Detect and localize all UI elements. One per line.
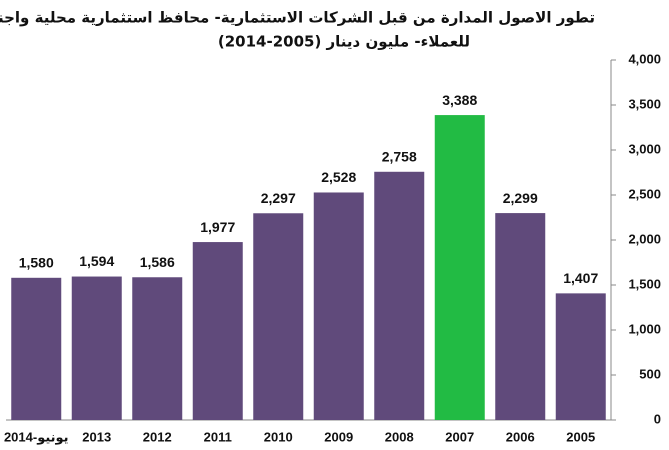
bar xyxy=(132,277,183,420)
value-label: 2,299 xyxy=(503,190,538,206)
x-tick-label: 2014-يونيو xyxy=(4,429,69,444)
bar xyxy=(192,242,243,420)
bar xyxy=(313,192,364,420)
y-tick-label: 1,000 xyxy=(628,321,661,336)
y-tick-label: 2,500 xyxy=(628,186,661,201)
chart-title: للعملاء- مليون دينار (2005-2014) xyxy=(218,33,470,51)
value-label: 1,977 xyxy=(200,219,235,235)
y-tick-label: 2,000 xyxy=(628,231,661,246)
bar xyxy=(11,277,62,420)
value-label: 1,586 xyxy=(140,254,175,270)
bar xyxy=(71,276,122,420)
x-tick-label: 2009 xyxy=(324,429,353,444)
x-tick-label: 2005 xyxy=(566,429,595,444)
y-tick-label: 1,500 xyxy=(628,276,661,291)
value-label: 2,758 xyxy=(382,148,417,164)
bar xyxy=(495,213,546,420)
y-tick-label: 0 xyxy=(654,411,661,426)
x-tick-label: 2006 xyxy=(506,429,535,444)
value-label: 1,580 xyxy=(19,255,54,271)
bar xyxy=(253,213,304,420)
y-tick-label: 500 xyxy=(639,366,661,381)
x-tick-label: 2012 xyxy=(143,429,172,444)
value-label: 1,594 xyxy=(79,253,114,269)
y-tick-label: 3,000 xyxy=(628,141,661,156)
bar xyxy=(555,293,606,420)
x-tick-label: 2008 xyxy=(385,429,414,444)
value-label: 1,407 xyxy=(563,270,598,286)
chart-title: تطور الاصول المدارة من قبل الشركات الاست… xyxy=(0,9,595,27)
y-tick-label: 3,500 xyxy=(628,96,661,111)
x-tick-label: 2007 xyxy=(445,429,474,444)
bar xyxy=(434,115,485,420)
value-label: 2,297 xyxy=(261,190,296,206)
value-label: 3,388 xyxy=(442,92,477,108)
y-tick-label: 4,000 xyxy=(628,51,661,66)
bar xyxy=(374,171,425,420)
x-tick-label: 2010 xyxy=(264,429,293,444)
x-tick-label: 2013 xyxy=(82,429,111,444)
x-tick-label: 2011 xyxy=(204,429,232,444)
value-label: 2,528 xyxy=(321,169,356,185)
